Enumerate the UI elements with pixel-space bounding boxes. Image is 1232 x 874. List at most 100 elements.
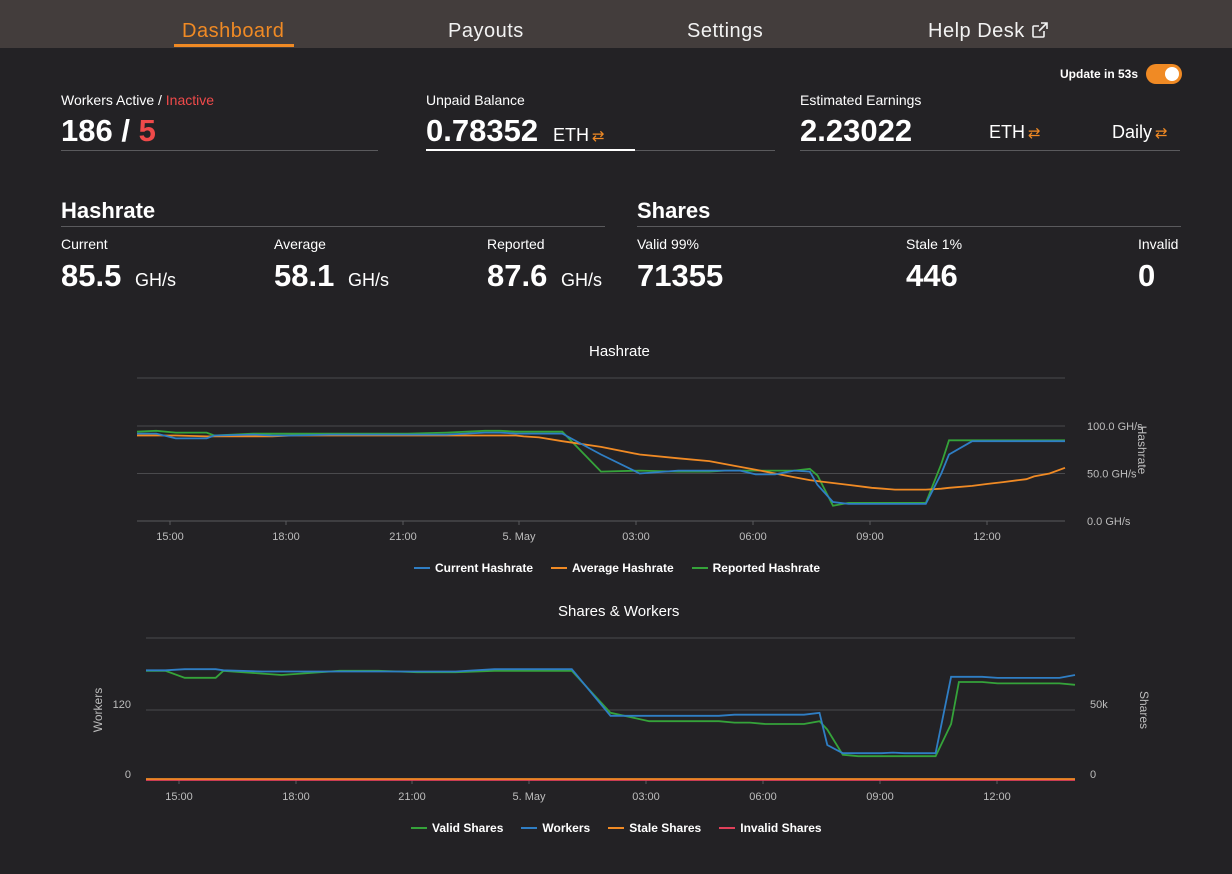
legend-label: Workers	[542, 821, 591, 835]
x-tick-label: 03:00	[622, 531, 650, 543]
workers-active-label: Workers Active	[61, 92, 155, 108]
tab-dashboard[interactable]: Dashboard	[182, 20, 285, 42]
legend-label: Reported Hashrate	[712, 561, 821, 575]
tab-help-desk[interactable]: Help Desk	[928, 20, 1049, 45]
legend-swatch	[551, 567, 568, 569]
legend-stale-shares[interactable]: Stale Shares	[608, 821, 701, 835]
tab-payouts[interactable]: Payouts	[448, 20, 524, 42]
divider	[637, 226, 1181, 227]
y-right-tick-label: 50k	[1090, 699, 1108, 711]
divider	[61, 150, 378, 151]
legend-average-hashrate[interactable]: Average Hashrate	[551, 561, 674, 575]
legend-label: Average Hashrate	[572, 561, 674, 575]
shares-invalid-label: Invalid	[1138, 236, 1179, 252]
top-nav: Dashboard Payouts Settings Help Desk	[0, 0, 1232, 48]
hashrate-reported-value: 87.6	[487, 258, 548, 293]
legend-reported-hashrate[interactable]: Reported Hashrate	[691, 561, 821, 575]
legend-swatch	[691, 567, 708, 569]
balance-progress-bar	[426, 149, 635, 151]
external-link-icon	[1031, 21, 1049, 45]
x-tick-label: 21:00	[398, 791, 426, 803]
x-tick-label: 5. May	[512, 791, 546, 803]
y-right-tick-label: 0	[1090, 769, 1096, 781]
y-tick-label: 50.0 GH/s	[1087, 469, 1137, 481]
y-tick-label: 0.0 GH/s	[1087, 516, 1131, 528]
shares-valid-label: Valid 99%	[637, 236, 700, 252]
earnings-period-switch[interactable]: Daily ⇄	[1112, 122, 1168, 143]
workers-label-sep: /	[154, 92, 166, 108]
hashrate-average-label: Average	[274, 236, 326, 252]
x-tick-label: 12:00	[973, 531, 1001, 543]
shares-section-title: Shares	[637, 198, 711, 223]
toggle-knob	[1165, 67, 1179, 81]
x-tick-label: 12:00	[983, 791, 1011, 803]
x-tick-label: 18:00	[282, 791, 310, 803]
help-desk-label: Help Desk	[928, 20, 1025, 42]
shares-invalid-value: 0	[1138, 258, 1156, 293]
x-tick-label: 06:00	[739, 531, 767, 543]
unpaid-balance-value: 0.78352	[426, 113, 539, 148]
legend-swatch	[414, 567, 430, 569]
y-right-axis-label: Shares	[1137, 691, 1151, 729]
series-line-average-hashrate	[137, 434, 1066, 491]
shares-workers-chart-legend: Valid Shares Workers Stale Shares Invali…	[411, 821, 822, 835]
earnings-unit-switch[interactable]: ETH ⇄	[989, 122, 1041, 143]
active-tab-underline	[174, 44, 294, 47]
unpaid-balance-unit: ETH	[553, 125, 589, 145]
shares-stale-label: Stale 1%	[906, 236, 963, 252]
legend-swatch	[608, 827, 625, 829]
estimated-earnings-value: 2.23022	[800, 113, 913, 148]
x-tick-label: 5. May	[502, 531, 536, 543]
legend-swatch	[719, 827, 736, 829]
workers-label: Workers Active / Inactive	[61, 92, 214, 108]
x-tick-label: 21:00	[389, 531, 417, 543]
hashrate-chart-legend: Current Hashrate Average Hashrate Report…	[414, 561, 820, 575]
legend-swatch	[521, 827, 538, 829]
swap-icon: ⇄	[592, 128, 605, 145]
hashrate-current-value: 85.5	[61, 258, 122, 293]
x-tick-label: 03:00	[632, 791, 660, 803]
hashrate-chart-title: Hashrate	[589, 343, 650, 360]
y-left-axis-label: Workers	[91, 688, 105, 732]
earnings-unit: ETH	[989, 122, 1025, 142]
series-line-workers	[146, 668, 1076, 755]
y-tick-label: 100.0 GH/s	[1087, 421, 1143, 433]
legend-valid-shares[interactable]: Valid Shares	[411, 821, 503, 835]
x-tick-label: 15:00	[156, 531, 184, 543]
legend-invalid-shares[interactable]: Invalid Shares	[719, 821, 822, 835]
auto-update-toggle[interactable]	[1146, 64, 1182, 84]
unpaid-balance-unit-switch[interactable]: ETH ⇄	[553, 125, 605, 146]
shares-valid-value: 71355	[637, 258, 724, 293]
swap-icon: ⇄	[1028, 125, 1041, 142]
hashrate-average-value: 58.1	[274, 258, 335, 293]
swap-icon: ⇄	[1155, 125, 1168, 142]
x-tick-label: 18:00	[272, 531, 300, 543]
tab-settings[interactable]: Settings	[687, 20, 764, 42]
hashrate-section-title: Hashrate	[61, 198, 156, 223]
workers-inactive-count: 5	[138, 113, 156, 148]
estimated-earnings-label: Estimated Earnings	[800, 92, 922, 108]
hashrate-reported-label: Reported	[487, 236, 545, 252]
earnings-period: Daily	[1112, 122, 1153, 142]
x-tick-label: 09:00	[856, 531, 884, 543]
divider	[800, 150, 1180, 151]
y-axis-label: Hashrate	[1135, 426, 1149, 475]
divider	[61, 226, 605, 227]
workers-active-count: 186	[61, 113, 113, 148]
series-line-reported-hashrate	[136, 429, 1065, 507]
hashrate-average-unit: GH/s	[348, 270, 390, 290]
legend-label: Current Hashrate	[435, 561, 534, 575]
x-tick-label: 06:00	[749, 791, 777, 803]
legend-label: Invalid Shares	[740, 821, 822, 835]
legend-current-hashrate[interactable]: Current Hashrate	[414, 561, 533, 575]
series-line-valid-shares	[146, 669, 1076, 758]
workers-value: 186 / 5	[61, 113, 156, 149]
x-tick-label: 15:00	[165, 791, 193, 803]
shares-stale-value: 446	[906, 258, 958, 293]
hashrate-current-label: Current	[61, 236, 108, 252]
workers-sep: /	[112, 113, 139, 148]
legend-workers[interactable]: Workers	[521, 821, 590, 835]
unpaid-balance-label: Unpaid Balance	[426, 92, 525, 108]
shares-workers-chart-title: Shares & Workers	[558, 603, 680, 620]
